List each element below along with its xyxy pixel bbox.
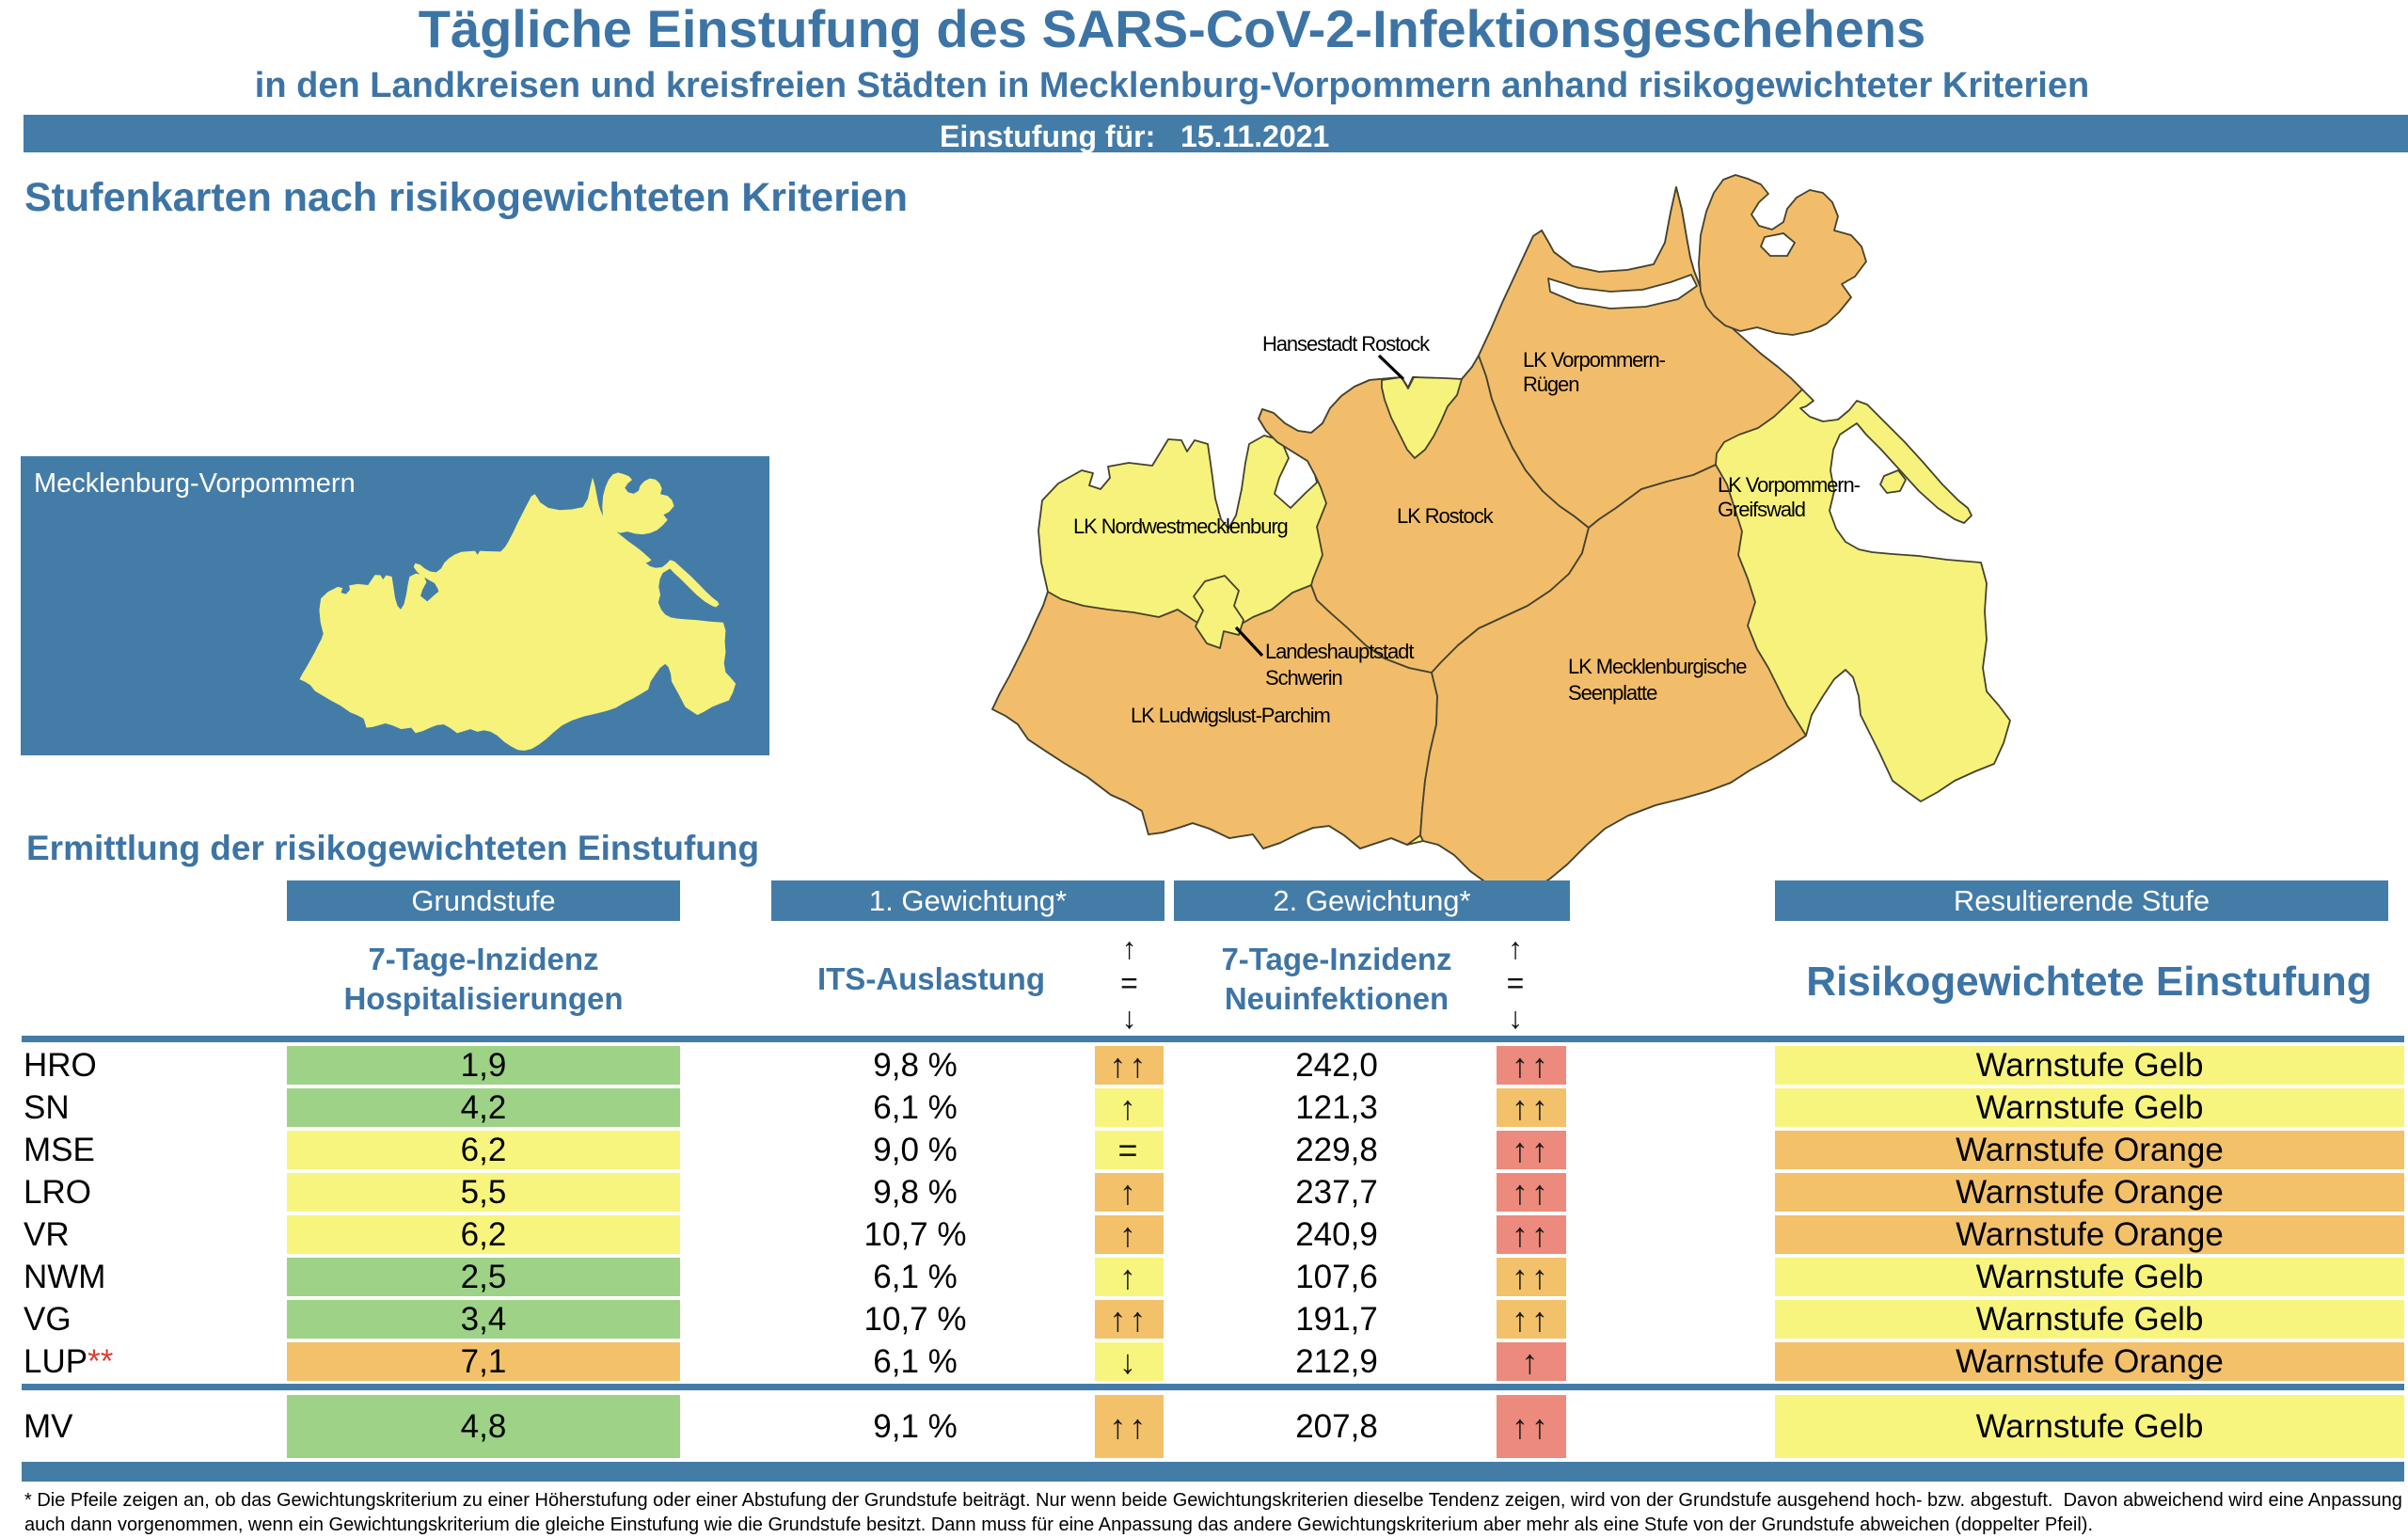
svg-text:Landeshauptstadt: Landeshauptstadt bbox=[1265, 640, 1414, 663]
svg-text:LK Nordwestmecklenburg: LK Nordwestmecklenburg bbox=[1073, 515, 1288, 538]
svg-text:LK Vorpommern-: LK Vorpommern- bbox=[1718, 473, 1861, 497]
svg-text:LK Ludwigslust-Parchim: LK Ludwigslust-Parchim bbox=[1131, 704, 1330, 727]
svg-text:Rügen: Rügen bbox=[1523, 373, 1578, 396]
svg-text:Seenplatte: Seenplatte bbox=[1568, 681, 1657, 705]
svg-text:Schwerin: Schwerin bbox=[1265, 666, 1342, 690]
svg-text:Greifswald: Greifswald bbox=[1718, 498, 1805, 521]
svg-text:LK Rostock: LK Rostock bbox=[1397, 504, 1495, 528]
svg-text:Hansestadt Rostock: Hansestadt Rostock bbox=[1262, 332, 1431, 356]
svg-text:LK Mecklenburgische: LK Mecklenburgische bbox=[1568, 655, 1747, 678]
svg-text:LK Vorpommern-: LK Vorpommern- bbox=[1523, 348, 1666, 372]
